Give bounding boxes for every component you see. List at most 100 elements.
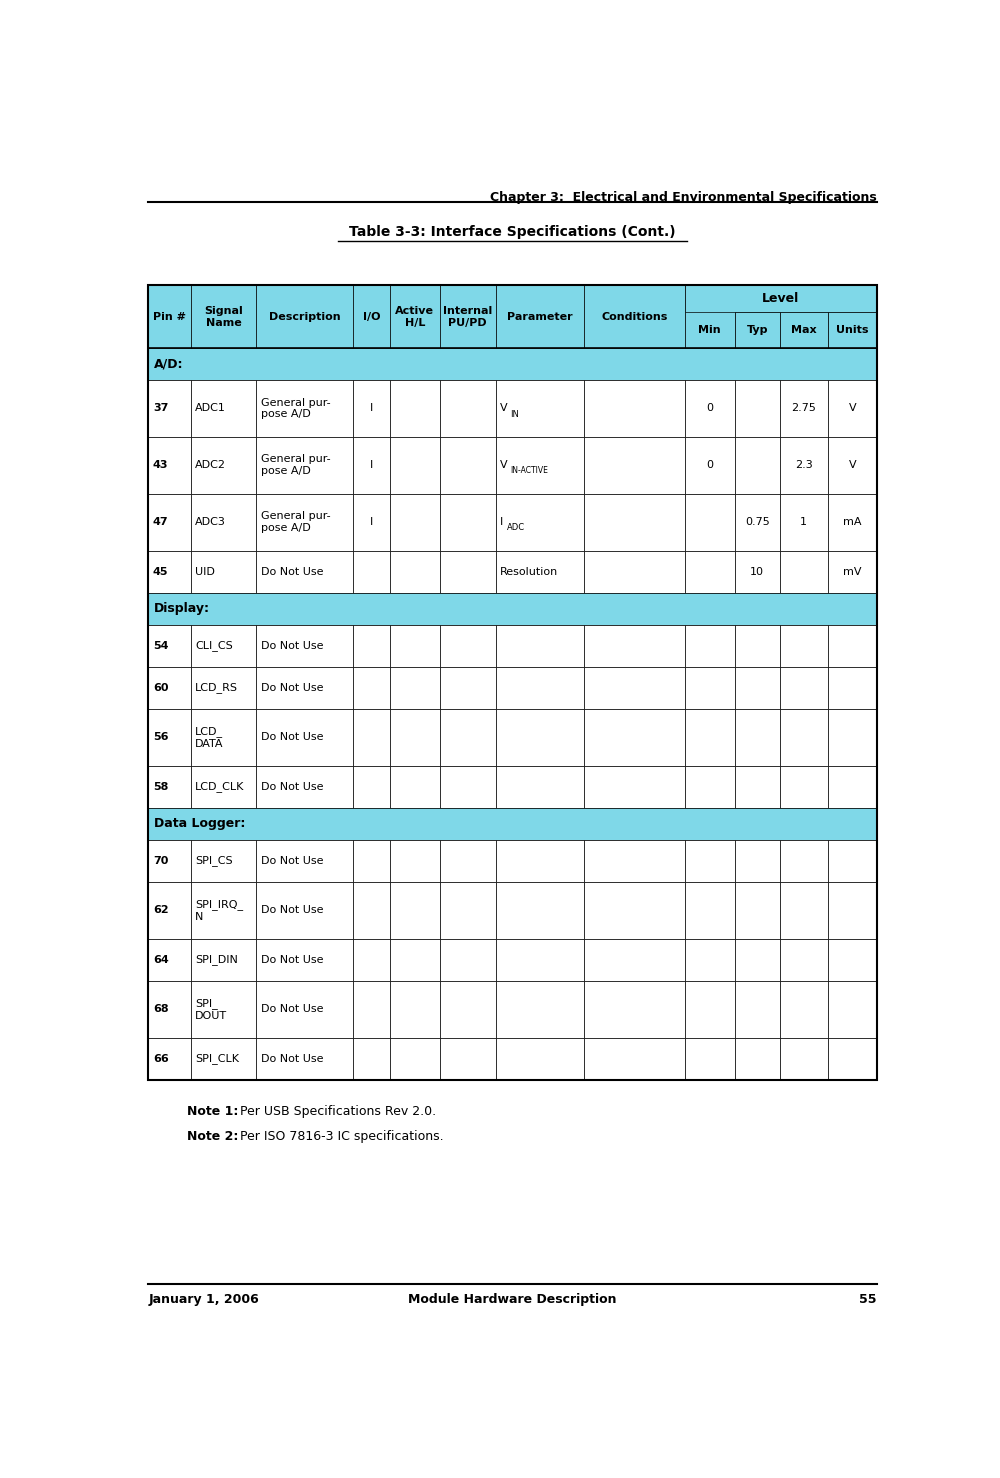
Bar (780, 667, 828, 709)
Bar (353, 939, 390, 981)
Text: ADC: ADC (507, 523, 525, 532)
Text: Max: Max (791, 325, 817, 336)
Text: ADC3: ADC3 (195, 517, 226, 528)
Text: ADC2: ADC2 (195, 460, 226, 470)
Bar (256, 939, 353, 981)
Bar (735, 625, 780, 667)
Text: LCD_
DATA: LCD_ DATA (195, 726, 224, 748)
Text: Do Not Use: Do Not Use (261, 1054, 323, 1064)
Bar (685, 667, 735, 709)
Text: Data Logger:: Data Logger: (154, 817, 245, 831)
Bar (828, 939, 877, 981)
Bar (148, 380, 191, 437)
Bar (735, 312, 780, 347)
Bar (390, 840, 440, 882)
Bar (191, 437, 256, 494)
Bar (148, 1038, 191, 1080)
Text: SPI_IRQ_
N: SPI_IRQ_ N (195, 899, 243, 921)
Text: I/O: I/O (363, 312, 380, 322)
Bar (148, 981, 191, 1038)
Text: Pin #: Pin # (153, 312, 186, 322)
Bar (496, 285, 584, 347)
Bar (256, 380, 353, 437)
Bar (780, 437, 828, 494)
Bar (390, 981, 440, 1038)
Bar (256, 882, 353, 939)
Bar (685, 766, 735, 808)
Bar (191, 840, 256, 882)
Text: 70: 70 (153, 856, 168, 866)
Bar (191, 939, 256, 981)
Bar (148, 347, 877, 380)
Bar (584, 709, 685, 766)
Bar (780, 840, 828, 882)
Text: Per USB Specifications Rev 2.0.: Per USB Specifications Rev 2.0. (240, 1106, 436, 1117)
Text: 45: 45 (153, 566, 168, 576)
Bar (353, 494, 390, 551)
Bar (440, 667, 496, 709)
Bar (828, 667, 877, 709)
Bar (191, 766, 256, 808)
Text: Per ISO 7816-3 IC specifications.: Per ISO 7816-3 IC specifications. (240, 1129, 443, 1142)
Bar (584, 551, 685, 593)
Text: January 1, 2006: January 1, 2006 (148, 1293, 259, 1305)
Bar (780, 939, 828, 981)
Bar (353, 437, 390, 494)
Text: Table 3-3: Interface Specifications (Cont.): Table 3-3: Interface Specifications (Con… (349, 225, 676, 239)
Text: General pur-
pose A/D: General pur- pose A/D (261, 398, 331, 420)
Bar (148, 625, 191, 667)
Bar (584, 939, 685, 981)
Bar (685, 939, 735, 981)
Bar (390, 667, 440, 709)
Bar (353, 380, 390, 437)
Bar (735, 981, 780, 1038)
Bar (440, 840, 496, 882)
Bar (390, 380, 440, 437)
Bar (828, 494, 877, 551)
Bar (735, 882, 780, 939)
Bar (440, 285, 496, 347)
Text: I: I (370, 517, 373, 528)
Bar (496, 380, 584, 437)
Bar (685, 625, 735, 667)
Text: 60: 60 (153, 683, 168, 693)
Text: Chapter 3:  Electrical and Environmental Specifications: Chapter 3: Electrical and Environmental … (490, 191, 877, 204)
Bar (735, 551, 780, 593)
Bar (440, 766, 496, 808)
Bar (440, 437, 496, 494)
Text: 0: 0 (706, 403, 713, 414)
Text: LCD_CLK: LCD_CLK (195, 782, 245, 792)
Bar (191, 625, 256, 667)
Bar (685, 494, 735, 551)
Bar (735, 766, 780, 808)
Bar (685, 882, 735, 939)
Bar (735, 494, 780, 551)
Bar (496, 667, 584, 709)
Bar (353, 882, 390, 939)
Text: Do Not Use: Do Not Use (261, 683, 323, 693)
Bar (496, 882, 584, 939)
Bar (256, 551, 353, 593)
Bar (353, 981, 390, 1038)
Bar (440, 625, 496, 667)
Text: V: V (849, 460, 856, 470)
Bar (584, 494, 685, 551)
Bar (496, 437, 584, 494)
Bar (390, 551, 440, 593)
Text: A/D:: A/D: (154, 358, 183, 371)
Text: 43: 43 (153, 460, 168, 470)
Text: SPI_DIN: SPI_DIN (195, 955, 238, 965)
Text: SPI_CS: SPI_CS (195, 856, 233, 866)
Text: 1: 1 (800, 517, 807, 528)
Bar (685, 1038, 735, 1080)
Bar (148, 437, 191, 494)
Bar (735, 939, 780, 981)
Text: Do Not Use: Do Not Use (261, 1004, 323, 1014)
Text: IN-ACTIVE: IN-ACTIVE (510, 467, 548, 476)
Bar (780, 1038, 828, 1080)
Text: Do Not Use: Do Not Use (261, 782, 323, 792)
Text: 47: 47 (153, 517, 169, 528)
Bar (780, 981, 828, 1038)
Bar (496, 709, 584, 766)
Bar (148, 667, 191, 709)
